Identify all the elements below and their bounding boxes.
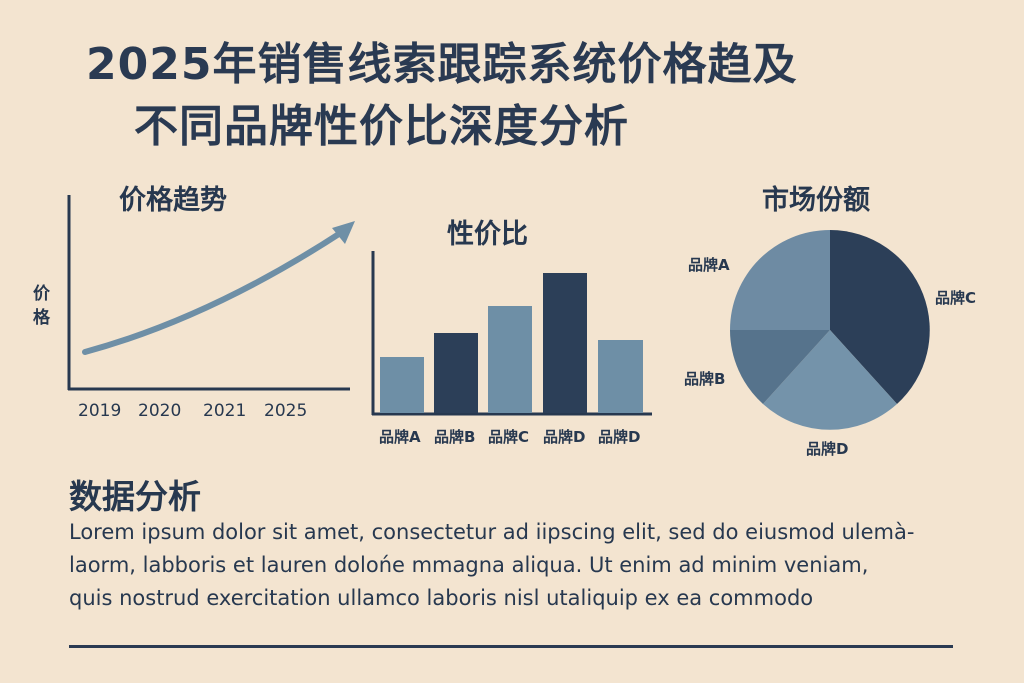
bar-label-0: 品牌A (379, 428, 421, 446)
trend-x-tick-3: 2025 (264, 401, 308, 421)
analysis-heading: 数据分析 (69, 477, 201, 516)
analysis-line-1: Lorem ipsum dolor sit amet, consectetur … (69, 520, 915, 544)
trend-x-tick-1: 2020 (138, 401, 182, 421)
trend-line (82, 229, 345, 355)
pie-label-b: 品牌B (684, 370, 726, 388)
trend-chart (67, 195, 355, 391)
trend-x-tick-2: 2021 (203, 401, 247, 421)
trend-x-tick-0: 2019 (78, 401, 122, 421)
bar-brand-d2 (598, 340, 643, 413)
trend-arrow-icon (332, 221, 355, 244)
share-chart (730, 230, 930, 430)
trend-y-label: 价格 (33, 284, 50, 328)
value-chart-title: 性价比 (447, 219, 528, 250)
bar-label-4: 品牌D (598, 428, 641, 446)
analysis-line-3: quis nostrud exercitation ullamco labori… (69, 586, 814, 610)
page-title-line1: 2025年销售线索跟踪系统价格趋及 (86, 39, 798, 90)
bar-brand-c (488, 306, 532, 413)
bar-brand-d (543, 273, 587, 413)
share-chart-title: 市场份额 (762, 185, 870, 216)
trend-chart-title: 价格趋势 (119, 185, 227, 216)
value-chart (371, 251, 652, 416)
slice-brand-c (830, 230, 930, 404)
bar-label-1: 品牌B (434, 428, 476, 446)
bar-brand-a (380, 357, 424, 413)
divider (69, 645, 953, 648)
bar-label-2: 品牌C (488, 428, 530, 446)
slice-brand-b (730, 330, 830, 404)
slice-brand-d (763, 330, 897, 430)
bar-label-3: 品牌D (543, 428, 586, 446)
pie-label-d: 品牌D (806, 440, 849, 458)
page-title-line2: 不同品牌性价比深度分析 (134, 101, 629, 152)
analysis-line-2: laorm, labboris et lauren dolońe mmagna … (69, 553, 869, 577)
slice-brand-a (730, 230, 830, 330)
pie-label-a: 品牌A (688, 256, 730, 274)
pie-label-c: 品牌C (935, 289, 977, 307)
bar-brand-b (434, 333, 478, 413)
